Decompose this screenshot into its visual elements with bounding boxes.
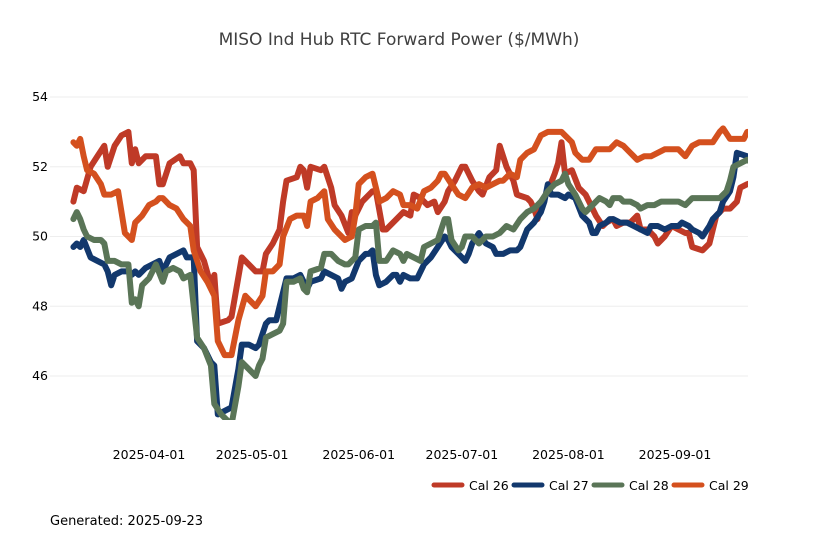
series-line-cal-28 (70, 156, 748, 420)
x-tick-label: 2025-05-01 (216, 447, 289, 462)
series-line-cal-27 (70, 149, 748, 418)
legend-label: Cal 27 (549, 478, 589, 493)
y-tick-label: 46 (32, 368, 48, 383)
legend-label: Cal 29 (709, 478, 749, 493)
legend-label: Cal 28 (629, 478, 669, 493)
y-axis-ticks: 46 48 50 52 54 (32, 89, 48, 383)
legend: Cal 26 Cal 27 Cal 28 Cal 29 (431, 478, 749, 493)
series-lines (70, 125, 748, 420)
y-tick-label: 50 (32, 229, 48, 244)
grid-lines (50, 96, 748, 377)
x-tick-label: 2025-04-01 (113, 447, 186, 462)
x-axis-ticks: 2025-04-01 2025-05-01 2025-06-01 2025-07-01… (113, 447, 712, 462)
series-line-cal-29 (70, 125, 748, 359)
series-line-cal-26 (70, 128, 748, 327)
x-tick-label: 2025-06-01 (322, 447, 395, 462)
x-tick-label: 2025-09-01 (639, 447, 712, 462)
x-tick-label: 2025-07-01 (426, 447, 499, 462)
y-tick-label: 48 (32, 298, 48, 313)
chart-title: MISO Ind Hub RTC Forward Power ($/MWh) (219, 30, 580, 50)
x-tick-label: 2025-08-01 (532, 447, 605, 462)
generated-footer: Generated: 2025-09-23 (50, 514, 203, 529)
y-tick-label: 52 (32, 159, 48, 174)
legend-label: Cal 26 (469, 478, 509, 493)
y-tick-label: 54 (32, 89, 48, 104)
